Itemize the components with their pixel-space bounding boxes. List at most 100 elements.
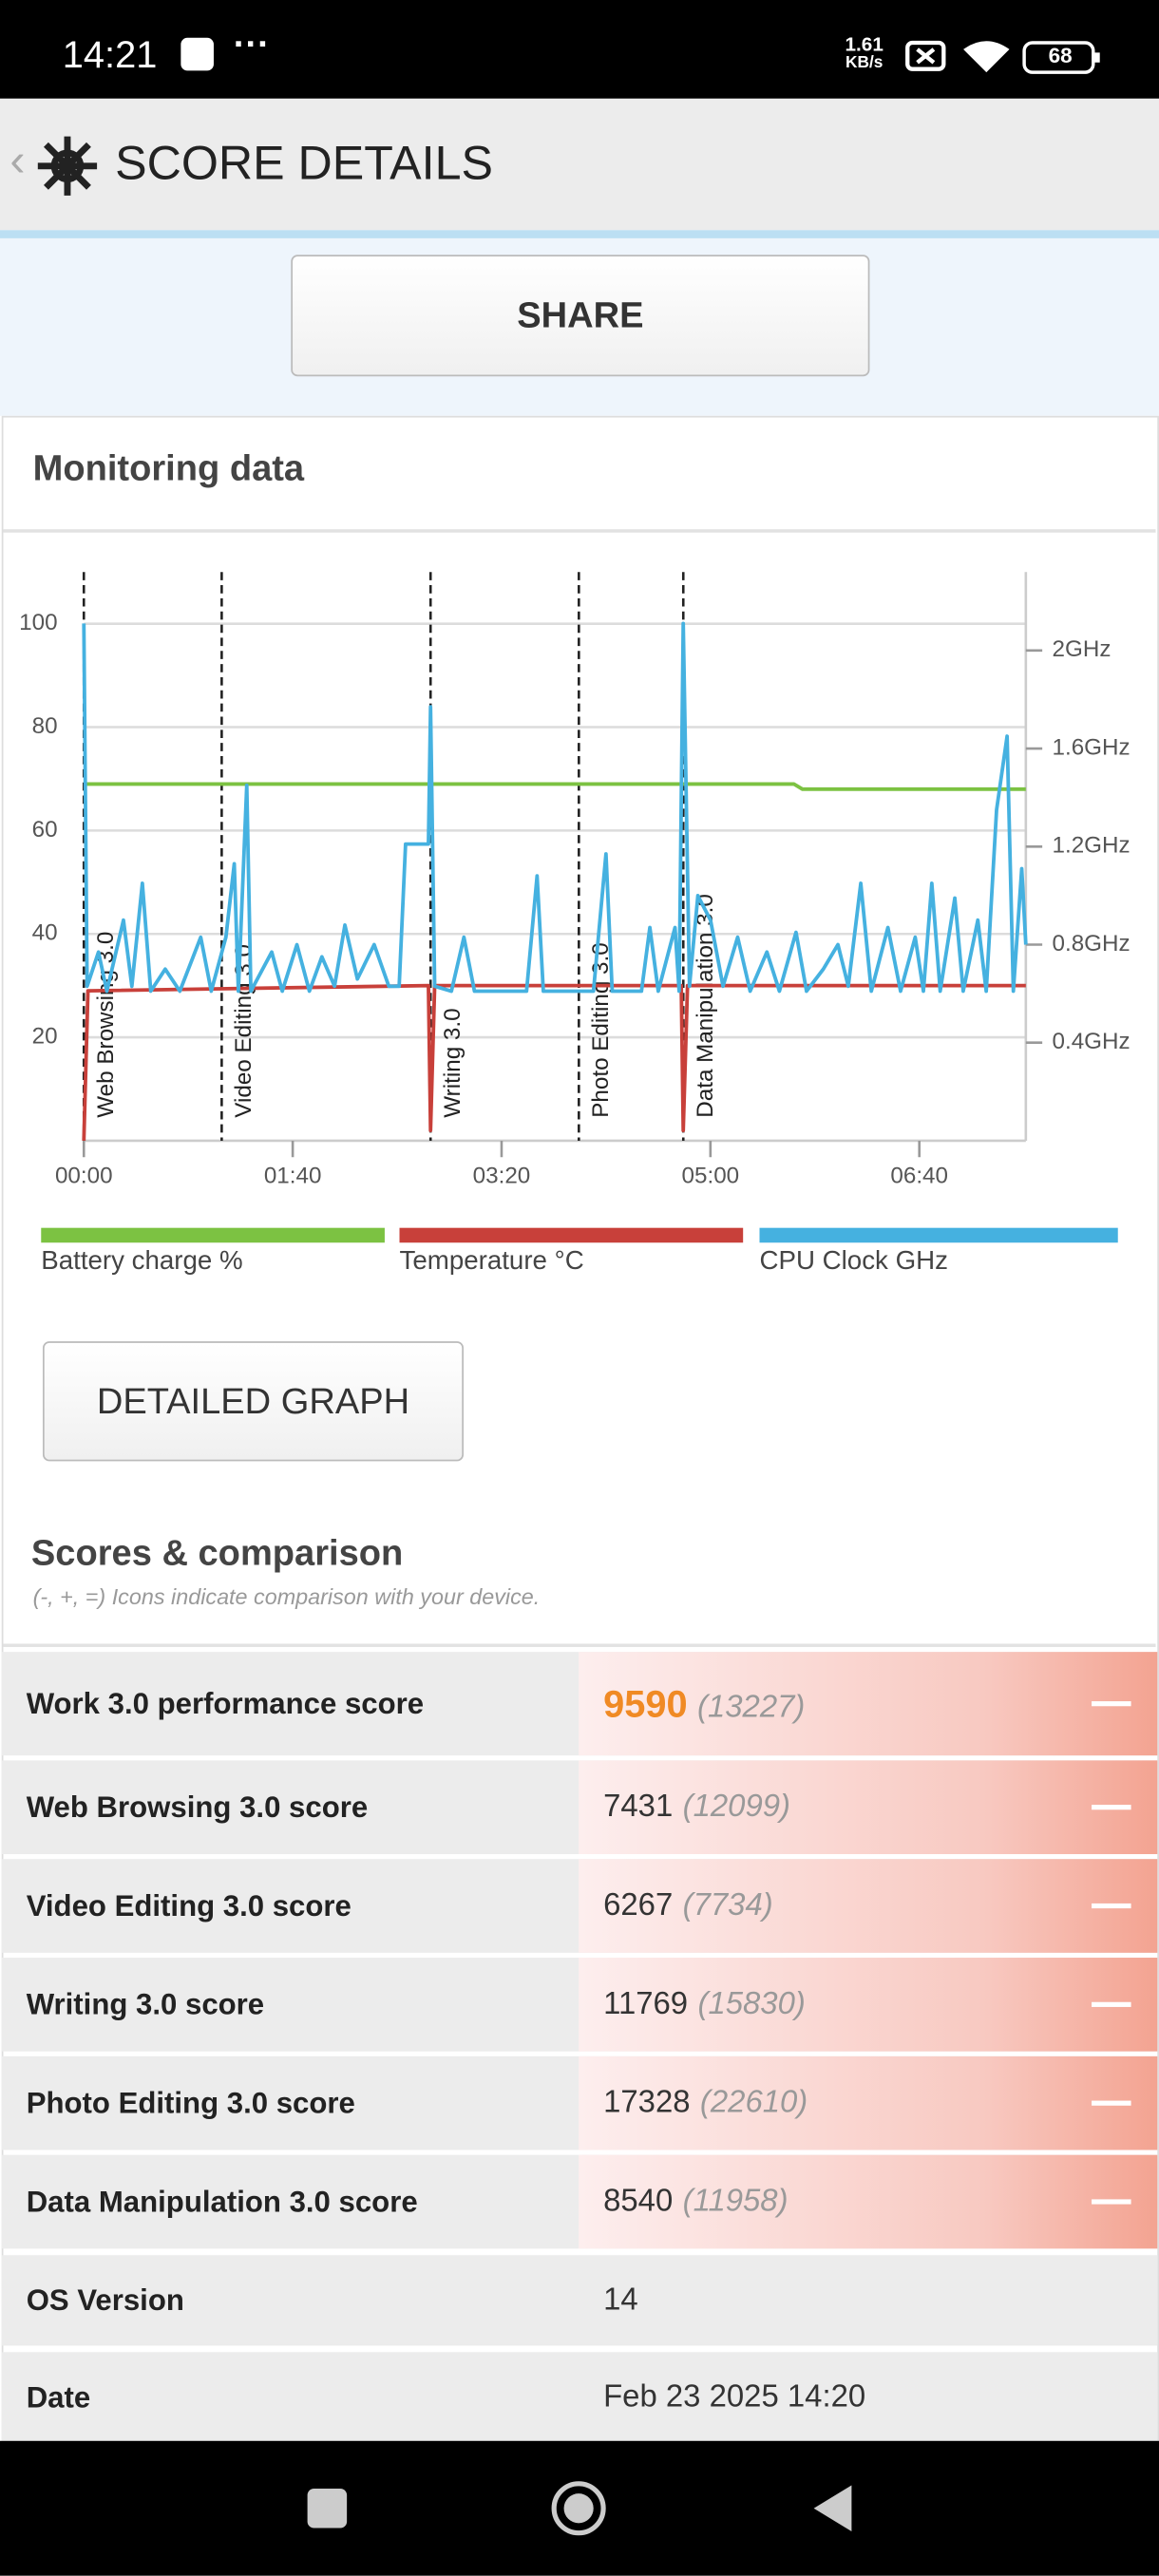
- app-header: ‹ SCORE DETAILS: [0, 98, 1159, 231]
- scores-note: (-, +, =) Icons indicate comparison with…: [32, 1584, 541, 1610]
- row-label: Data Manipulation 3.0 score: [26, 2184, 418, 2218]
- score-value: 11769: [603, 1986, 689, 2021]
- section-title: Monitoring data: [32, 446, 305, 488]
- row-highlight: [579, 2154, 1158, 2249]
- series-line: [82, 621, 1028, 994]
- row-label: Work 3.0 performance score: [26, 1686, 425, 1720]
- header-shadow: [0, 230, 1159, 238]
- more-icon: ···: [233, 23, 270, 65]
- divider: [3, 1643, 1156, 1647]
- score-row: Work 3.0 performance score 9590 (13227): [1, 1652, 1158, 1756]
- score-row: Writing 3.0 score 11769 (15830): [1, 1958, 1158, 2052]
- y-tick-label: 80: [32, 713, 58, 739]
- row-highlight: [579, 1652, 1158, 1756]
- comparison-icon: [1092, 2198, 1131, 2204]
- score-row: Web Browsing 3.0 score 7431 (12099): [1, 1760, 1158, 1855]
- x-tick-label: 03:20: [473, 1163, 531, 1188]
- back-button[interactable]: ‹: [10, 134, 26, 186]
- row-highlight: [579, 1859, 1158, 1953]
- y-tick-label: 20: [32, 1023, 58, 1049]
- section-label: Writing 3.0: [440, 1008, 466, 1117]
- comparison-score: (15830): [697, 1986, 806, 2021]
- home-button[interactable]: [549, 2479, 608, 2538]
- x-tick-label: 06:40: [890, 1163, 948, 1188]
- status-icons: [905, 40, 1100, 74]
- share-button[interactable]: SHARE: [291, 255, 870, 377]
- comparison-icon: [1092, 2000, 1131, 2007]
- info-row: Date Feb 23 2025 14:20: [1, 2352, 1158, 2443]
- row-score: 8540 (11958): [603, 2184, 788, 2220]
- comparison-score: (11958): [682, 2183, 788, 2219]
- comparison-score: (13227): [697, 1689, 806, 1725]
- scores-title: Scores & comparison: [30, 1531, 404, 1574]
- row-label: Web Browsing 3.0 score: [26, 1790, 369, 1824]
- row-label: Writing 3.0 score: [26, 1987, 265, 2020]
- comparison-icon: [1092, 1804, 1131, 1809]
- net-speed-unit: KB/s: [845, 54, 884, 73]
- x-tick-label: 05:00: [682, 1163, 740, 1188]
- legend-swatch: [759, 1227, 1118, 1243]
- row-score: 17328 (22610): [603, 2085, 808, 2121]
- row-highlight: [579, 1760, 1158, 1855]
- series-line: [84, 782, 1026, 791]
- recents-button[interactable]: [307, 2488, 348, 2529]
- row-label: Video Editing 3.0 score: [26, 1888, 352, 1922]
- nav-bar: [0, 2440, 1159, 2576]
- row-value: Feb 23 2025 14:20: [603, 2378, 866, 2415]
- comparison-icon: [1092, 1700, 1131, 1706]
- section-label: Photo Editing 3.0: [588, 942, 614, 1117]
- x-tick-label: 01:40: [264, 1163, 322, 1188]
- legend-label: CPU Clock GHz: [759, 1247, 948, 1276]
- detailed-graph-button[interactable]: DETAILED GRAPH: [42, 1341, 465, 1462]
- score-value: 17328: [603, 2085, 691, 2120]
- score-value: 7431: [603, 1789, 674, 1824]
- row-label: Photo Editing 3.0 score: [26, 2086, 355, 2119]
- row-label: OS Version: [26, 2282, 184, 2317]
- score-value: 6267: [603, 1887, 674, 1923]
- row-highlight: [579, 1958, 1158, 2052]
- legend-swatch: [399, 1227, 744, 1243]
- comparison-score: (12099): [682, 1789, 790, 1824]
- score-row: Photo Editing 3.0 score 17328 (22610): [1, 2055, 1158, 2150]
- status-bar: 14:21 ··· 1.61 KB/s 68: [0, 0, 1159, 99]
- row-label: Date: [26, 2379, 91, 2414]
- y-tick-label: 60: [32, 817, 58, 843]
- y2-tick-label: 2GHz: [1053, 636, 1112, 662]
- row-score: 9590 (13227): [603, 1681, 805, 1726]
- comparison-icon: [1092, 2099, 1131, 2105]
- clock: 14:21: [62, 32, 158, 76]
- section-label: Video Editing 3.0: [231, 944, 256, 1118]
- y-tick-label: 40: [32, 920, 58, 946]
- row-value: 14: [603, 2282, 638, 2318]
- score-value: 8540: [603, 2183, 674, 2219]
- row-score: 11769 (15830): [603, 1986, 806, 2022]
- battery-level: 68: [1048, 42, 1073, 67]
- score-row: Video Editing 3.0 score 6267 (7734): [1, 1859, 1158, 1953]
- legend: Battery charge % Temperature °C CPU Clock …: [0, 1224, 1159, 1290]
- row-highlight: [579, 2055, 1158, 2150]
- series-line: [82, 983, 1026, 1142]
- comparison-icon: [1092, 1903, 1131, 1908]
- row-score: 7431 (12099): [603, 1790, 790, 1826]
- score-row: Data Manipulation 3.0 score 8540 (11958): [1, 2154, 1158, 2249]
- y2-tick-label: 0.8GHz: [1053, 931, 1130, 957]
- legend-label: Battery charge %: [41, 1247, 243, 1276]
- divider: [3, 529, 1156, 533]
- back-nav-button[interactable]: [808, 2482, 858, 2534]
- y-tick-label: 100: [19, 610, 57, 635]
- row-score: 6267 (7734): [603, 1887, 773, 1923]
- info-row: OS Version 14: [1, 2255, 1158, 2346]
- y2-tick-label: 1.2GHz: [1053, 833, 1130, 859]
- legend-label: Temperature °C: [399, 1247, 584, 1276]
- x-tick-label: 00:00: [55, 1163, 113, 1188]
- comparison-score: (7734): [682, 1887, 773, 1923]
- comparison-score: (22610): [699, 2085, 808, 2120]
- y2-tick-label: 0.4GHz: [1053, 1029, 1130, 1054]
- net-speed: 1.61 KB/s: [845, 34, 884, 73]
- app-icon: [180, 37, 214, 71]
- score-value: 9590: [603, 1681, 688, 1725]
- monitoring-chart: 20 40 60 80 100 0.4GHz 0.8GHz 1.2GHz 1.6GHz 2GHz 0…: [19, 572, 1130, 1188]
- app-logo: [37, 136, 98, 196]
- y2-tick-label: 1.6GHz: [1053, 734, 1130, 760]
